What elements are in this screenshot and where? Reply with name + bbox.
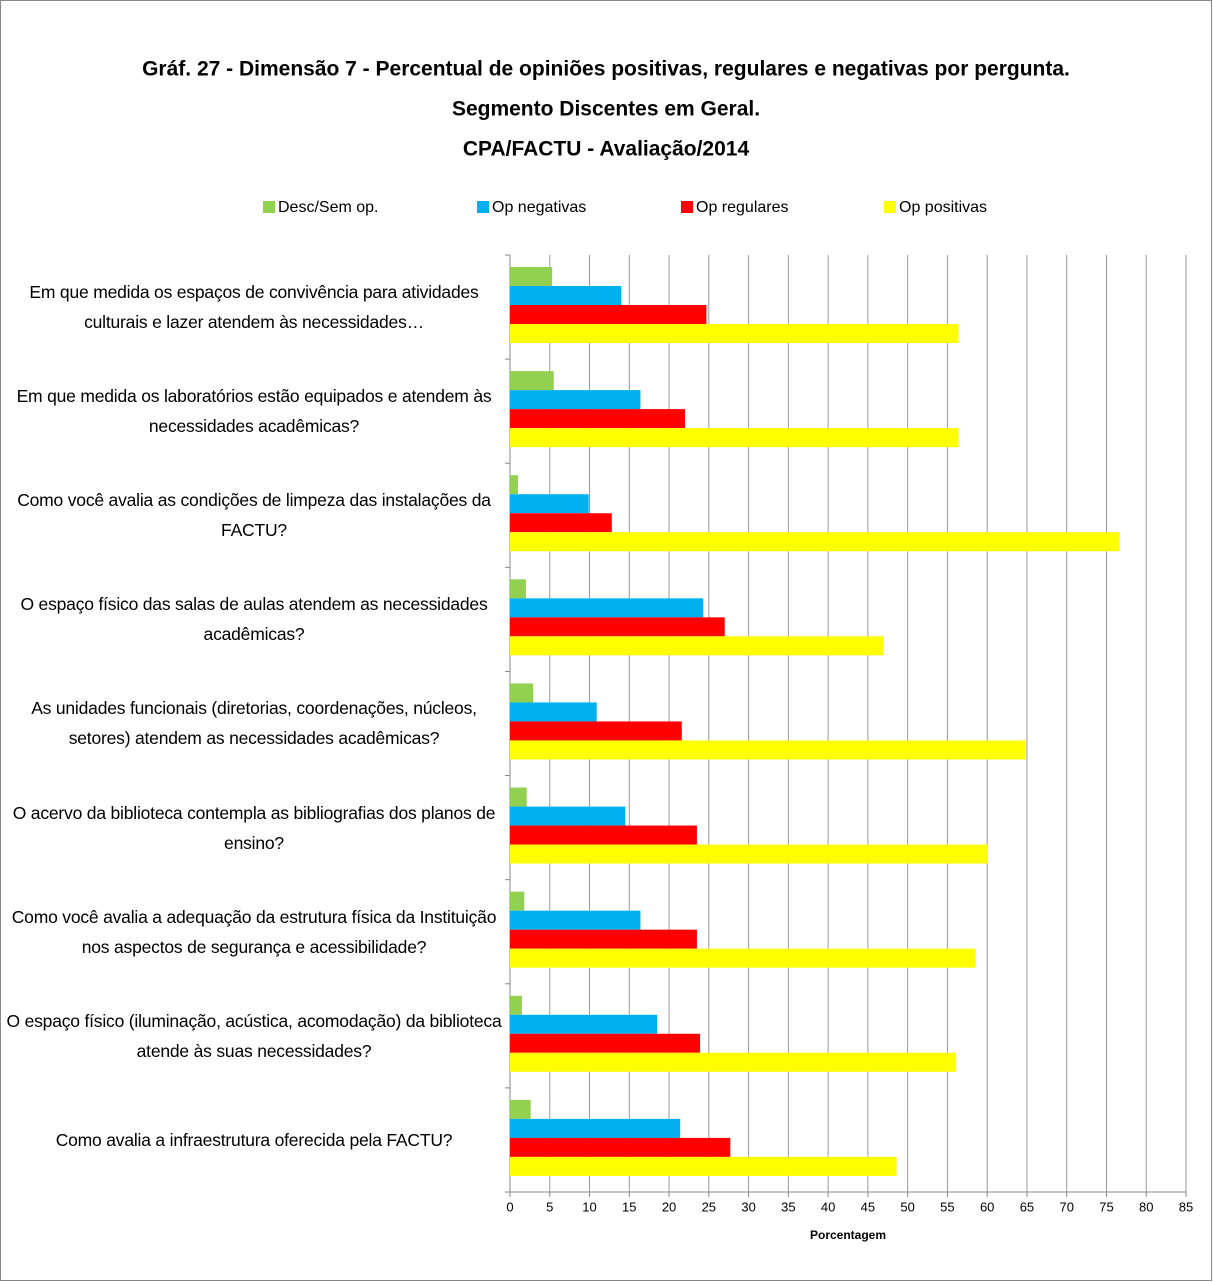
x-tick-label: 80 <box>1139 1199 1153 1214</box>
x-tick-label: 0 <box>506 1199 513 1214</box>
bar <box>510 683 534 703</box>
bar <box>510 825 697 845</box>
legend-label: Op negativas <box>492 199 586 216</box>
x-tick-label: 15 <box>622 1199 636 1214</box>
bar <box>510 579 526 599</box>
bar <box>510 532 1120 552</box>
legend-swatch <box>884 201 896 213</box>
bar <box>510 910 641 930</box>
bar <box>510 929 697 949</box>
x-tick-label: 35 <box>781 1199 795 1214</box>
bar <box>510 1014 658 1034</box>
y-tick-label: Como você avalia as condições de limpeza… <box>17 490 491 541</box>
bar <box>510 806 626 826</box>
x-tick-label: 50 <box>900 1199 914 1214</box>
bar <box>510 494 589 514</box>
y-tick-label: O espaço físico (iluminação, acústica, a… <box>6 1010 502 1061</box>
legend-swatch <box>263 201 275 213</box>
bar <box>510 390 641 410</box>
x-tick-label: 55 <box>940 1199 954 1214</box>
legend-label: Op positivas <box>899 199 987 216</box>
x-axis-label: Porcentagem <box>810 1228 886 1242</box>
bar <box>510 740 1026 760</box>
bar <box>510 617 725 637</box>
y-tick-label: As unidades funcionais (diretorias, coor… <box>31 698 477 749</box>
bar <box>510 702 597 722</box>
chart-title: Gráf. 27 - Dimensão 7 - Percentual de op… <box>142 58 1070 81</box>
bar <box>510 787 527 807</box>
bar <box>510 305 707 324</box>
x-tick-label: 10 <box>582 1199 596 1214</box>
x-tick-label: 75 <box>1099 1199 1113 1214</box>
x-tick-label: 20 <box>662 1199 676 1214</box>
y-tick-label: Em que medida os espaços de convivência … <box>29 282 479 333</box>
bar <box>510 1099 531 1119</box>
bar <box>510 1137 731 1157</box>
bar <box>510 844 988 864</box>
chart-title: CPA/FACTU - Avaliação/2014 <box>463 138 750 161</box>
bar <box>510 636 883 656</box>
bar <box>510 324 959 343</box>
x-tick-label: 85 <box>1179 1199 1193 1214</box>
bar <box>510 267 553 286</box>
x-tick-label: 25 <box>702 1199 716 1214</box>
bar <box>510 1156 897 1176</box>
y-tick-label: O espaço físico das salas de aulas atend… <box>20 594 488 645</box>
x-tick-label: 5 <box>546 1199 553 1214</box>
chart-title: Segmento Discentes em Geral. <box>452 98 760 121</box>
bar <box>510 513 612 533</box>
legend-label: Op regulares <box>696 199 789 216</box>
bar <box>510 409 685 429</box>
x-tick-label: 70 <box>1059 1199 1073 1214</box>
x-tick-label: 45 <box>861 1199 875 1214</box>
bar <box>510 1052 957 1072</box>
legend-label: Desc/Sem op. <box>278 199 378 216</box>
y-tick-label: Como você avalia a adequação da estrutur… <box>11 906 497 957</box>
x-tick-label: 30 <box>741 1199 755 1214</box>
y-tick-label: O acervo da biblioteca contempla as bibl… <box>12 802 496 853</box>
bar <box>510 721 682 741</box>
bar <box>510 428 959 448</box>
x-tick-label: 65 <box>1020 1199 1034 1214</box>
bar <box>510 995 522 1015</box>
bar <box>510 598 704 618</box>
legend-swatch <box>681 201 693 213</box>
legend-swatch <box>477 201 489 213</box>
bar <box>510 891 525 911</box>
bar <box>510 475 518 495</box>
bar <box>510 286 622 305</box>
bar <box>510 1033 701 1053</box>
y-tick-label: Como avalia a infraestrutura oferecida p… <box>55 1129 453 1150</box>
y-tick-label: Em que medida os laboratórios estão equi… <box>16 386 492 437</box>
x-tick-label: 60 <box>980 1199 994 1214</box>
x-tick-label: 40 <box>821 1199 835 1214</box>
bar <box>510 1118 681 1138</box>
bar <box>510 371 554 391</box>
bar <box>510 948 976 968</box>
